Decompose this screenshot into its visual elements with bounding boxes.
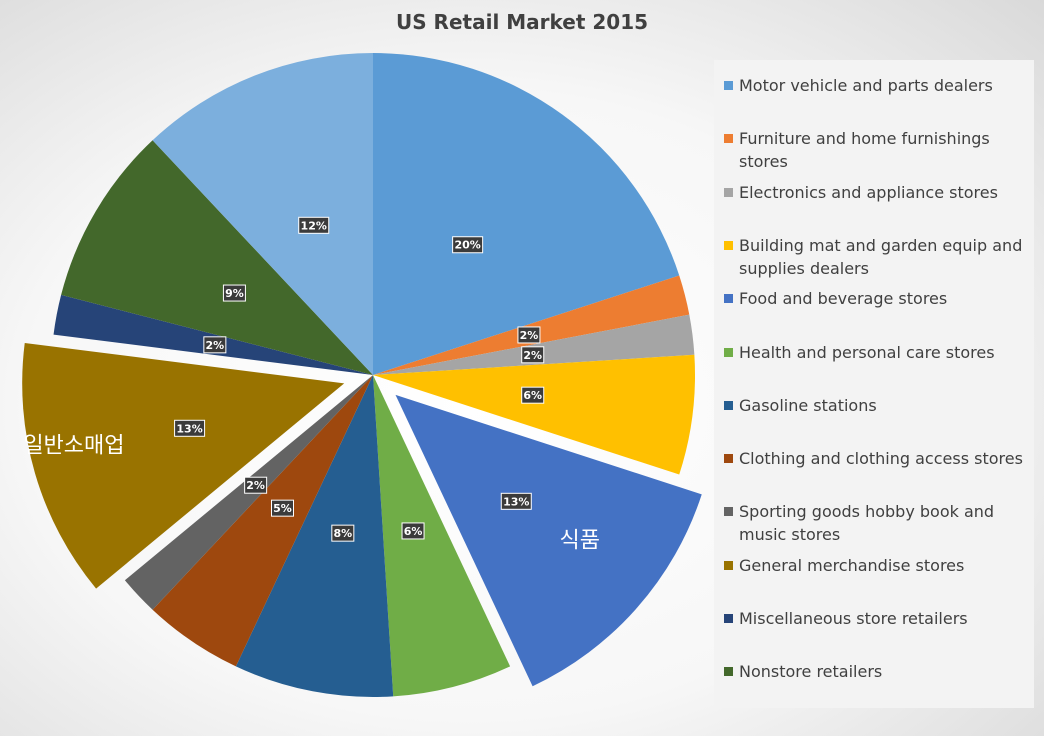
legend-swatch (724, 294, 733, 304)
legend-label: Electronics and appliance stores (739, 182, 998, 202)
legend-swatch (724, 347, 733, 357)
legend-item-gasoline-stations: Gasoline stations (724, 394, 1029, 417)
pie-slice-motor-vehicle-and-parts-dealers (373, 53, 680, 375)
legend-label: Nonstore retailers (739, 662, 883, 682)
svg-text:2%: 2% (523, 349, 542, 362)
pie-slice-slice-12 (152, 53, 373, 375)
data-label-nonstore-retailers: 9% (222, 284, 246, 302)
chart-title: US Retail Market 2015 (395, 10, 649, 34)
legend-label: Miscellaneous store retailers (739, 609, 968, 628)
pie-slice-food-and-beverage-stores (395, 394, 702, 687)
pie-slice-furniture-and-home-furnishings-stores (373, 275, 690, 375)
data-label-general-merchandise-stores: 13% (174, 419, 206, 437)
legend-swatch (724, 560, 733, 570)
legend-label: Gasoline stations (739, 395, 877, 415)
legend-item-nonstore-retailers: Nonstore retailers (724, 660, 1029, 683)
svg-text:20%: 20% (454, 239, 480, 252)
legend-label: Building mat and garden equip and suppli… (739, 235, 1023, 278)
svg-text:12%: 12% (301, 219, 327, 232)
legend-item-general-merchandise-stores: General merchandise stores (724, 554, 1029, 577)
legend-swatch (724, 240, 733, 250)
data-label-building-mat-and-garden-equip-and-supplies-dealers: 6% (521, 386, 545, 404)
pie-slice-gasoline-stations (235, 375, 394, 698)
pie-chart: 20% 2% 2% 6% 13% 식품 6% 8% 5% 2% 13% 일반소매업 2% 9% 12% (22, 53, 702, 698)
legend-swatch (724, 507, 733, 517)
legend-swatch (724, 134, 733, 144)
data-label-health-and-personal-care-stores: 6% (401, 522, 425, 540)
legend-swatch (724, 454, 733, 464)
data-label-furniture-and-home-furnishings-stores: 2% (517, 326, 541, 344)
svg-text:6%: 6% (404, 525, 423, 538)
data-label-slice-12: 12% (298, 216, 330, 234)
pie-slice-nonstore-retailers (61, 140, 374, 375)
legend-label: Clothing and clothing access stores (739, 449, 1023, 469)
svg-text:13%: 13% (503, 495, 529, 508)
svg-text:5%: 5% (273, 502, 292, 515)
pie-slice-general-merchandise-stores (22, 343, 345, 589)
pie-slice-health-and-personal-care-stores (373, 375, 511, 697)
data-label-electronics-and-appliance-stores: 2% (521, 346, 545, 364)
legend-label: Motor vehicle and parts dealers (739, 76, 993, 95)
data-label-motor-vehicle-and-parts-dealers: 20% (452, 236, 484, 254)
svg-text:13%: 13% (176, 422, 202, 435)
data-label-sporting-goods-hobby-book-and-music-stores: 2% (244, 476, 268, 494)
legend-swatch (724, 81, 733, 90)
svg-text:2%: 2% (246, 479, 265, 492)
legend: Motor vehicle and parts dealers Furniture… (714, 60, 1034, 708)
legend-label: Health and personal care stores (739, 342, 995, 362)
legend-label: General merchandise stores (739, 555, 965, 575)
legend-item-building-mat-and-garden-equip-and-supplies-dealers: Building mat and garden equip and suppli… (724, 234, 1029, 280)
legend-swatch (724, 400, 733, 410)
legend-item-food-and-beverage-stores: Food and beverage stores (724, 287, 1029, 310)
data-label-clothing-and-clothing-access-stores: 5% (271, 499, 295, 517)
data-label-miscellaneous-store-retailers: 2% (203, 336, 227, 354)
legend-item-furniture-and-home-furnishings-stores: Furniture and home furnishings stores (724, 127, 1029, 173)
legend-label: Furniture and home furnishings stores (739, 129, 990, 172)
legend-label: Food and beverage stores (739, 289, 948, 309)
svg-text:8%: 8% (333, 527, 352, 540)
annotation-general-merchandise-stores: 일반소매업 (23, 433, 124, 458)
data-label-gasoline-stations: 8% (331, 524, 355, 542)
legend-item-sporting-goods-hobby-book-and-music-stores: Sporting goods hobby book and music stor… (724, 500, 1029, 546)
legend-item-miscellaneous-store-retailers: Miscellaneous store retailers (724, 607, 1029, 630)
svg-text:2%: 2% (520, 329, 539, 342)
svg-text:9%: 9% (225, 287, 244, 300)
legend-swatch (724, 187, 733, 197)
annotation-food-and-beverage-stores: 식품 (560, 529, 600, 554)
legend-label: Sporting goods hobby book and music stor… (739, 502, 995, 545)
pie-slice-building-mat-and-garden-equip-and-supplies-dealers (373, 354, 696, 475)
legend-item-motor-vehicle-and-parts-dealers: Motor vehicle and parts dealers (724, 74, 1029, 97)
data-label-food-and-beverage-stores: 13% (500, 492, 532, 510)
legend-swatch (724, 614, 733, 623)
svg-text:2%: 2% (206, 339, 225, 352)
svg-text:6%: 6% (523, 389, 542, 402)
legend-swatch (724, 667, 733, 677)
pie-slice-miscellaneous-store-retailers (53, 294, 374, 375)
pie-slice-electronics-and-appliance-stores (373, 314, 695, 375)
legend-item-clothing-and-clothing-access-stores: Clothing and clothing access stores (724, 447, 1029, 470)
pie-slice-clothing-and-clothing-access-stores (152, 375, 373, 667)
legend-item-health-and-personal-care-stores: Health and personal care stores (724, 341, 1029, 364)
legend-item-electronics-and-appliance-stores: Electronics and appliance stores (724, 181, 1029, 204)
